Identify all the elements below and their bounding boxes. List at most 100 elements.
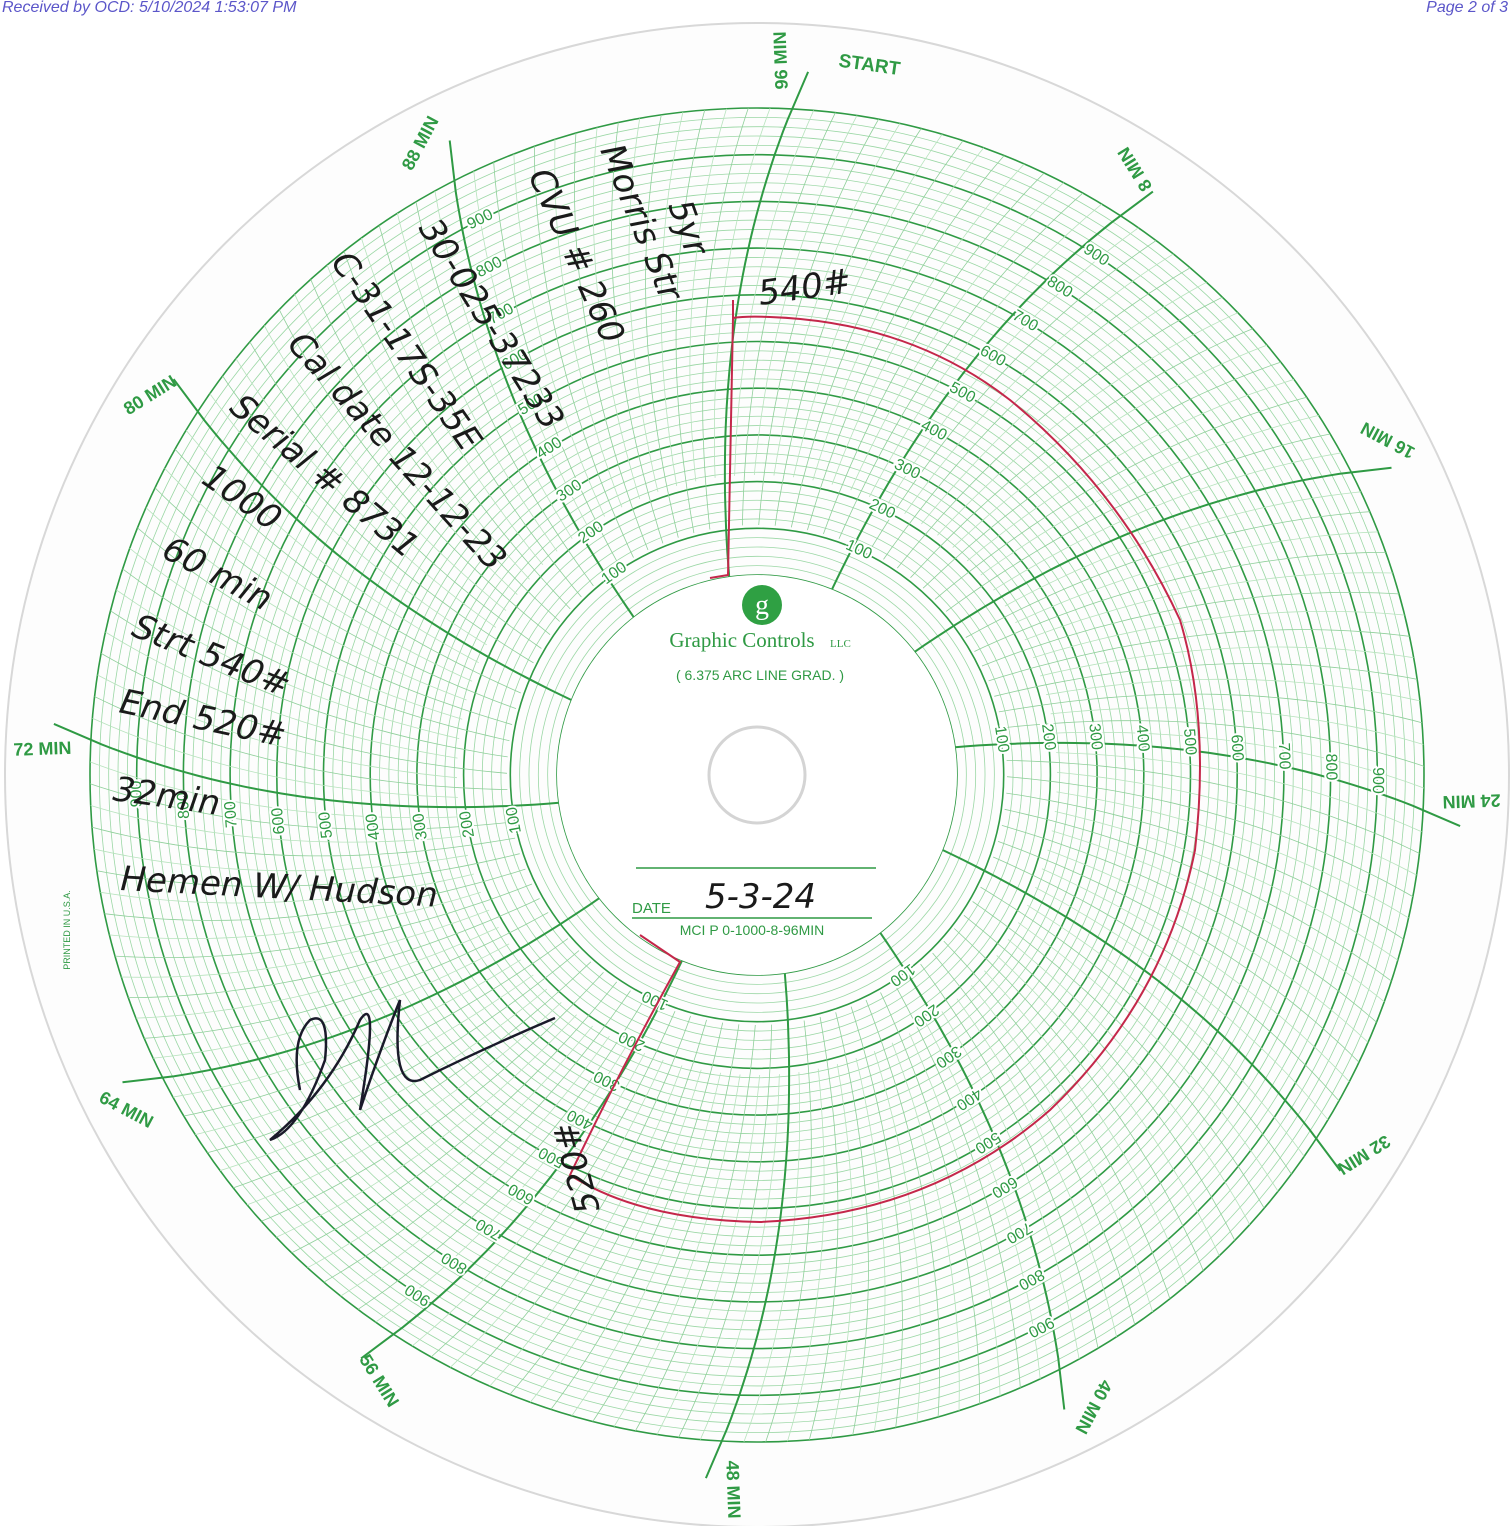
ring-minor	[547, 565, 967, 985]
time-line-minor	[774, 128, 922, 526]
time-line-minor	[886, 227, 1139, 505]
time-line-minor	[1047, 849, 1369, 1043]
time-line-minor	[473, 171, 589, 528]
time-line-minor	[115, 589, 460, 739]
time-line-minor	[868, 203, 1103, 497]
time-line-minor	[1056, 771, 1417, 876]
ring-label: 400	[1133, 724, 1152, 752]
time-line-minor	[921, 281, 1207, 525]
grad-note: ( 6.375 ARC LINE GRAD. )	[676, 667, 844, 683]
time-line-minor	[105, 631, 458, 759]
ring-label: 900	[128, 780, 146, 807]
ring-label: 500	[316, 811, 336, 840]
time-line-major	[360, 959, 684, 1360]
time-line-minor	[660, 112, 684, 486]
time-line-minor	[838, 192, 1084, 539]
time-line-minor	[361, 237, 544, 566]
time-line-minor	[1040, 646, 1414, 677]
time-line-minor	[1015, 531, 1379, 623]
time-line-minor	[128, 898, 540, 998]
ring-minor	[388, 406, 1126, 1144]
time-label: 72 MIN	[13, 738, 72, 760]
time-line-major	[53, 722, 559, 809]
time-line-minor	[954, 928, 1204, 1271]
time-line-minor	[574, 132, 649, 551]
time-line-minor	[984, 970, 1188, 1286]
ring-minor	[295, 313, 1219, 1237]
ring-minor	[211, 229, 1303, 1321]
time-line-minor	[326, 264, 530, 580]
time-line-minor	[793, 133, 943, 478]
time-line-minor	[261, 972, 604, 1222]
time-line-minor	[101, 653, 508, 774]
time-line-minor	[850, 182, 1064, 491]
time-line-minor	[153, 943, 510, 1059]
ring-minor	[154, 172, 1360, 1378]
time-line-minor	[1050, 707, 1424, 745]
time-line-minor	[294, 294, 518, 595]
time-label: 48 MIN	[722, 1460, 744, 1519]
time-line-minor	[812, 147, 985, 481]
time-line-minor	[943, 940, 1171, 1299]
time-line-minor	[932, 952, 1136, 1325]
time-line-minor	[1007, 939, 1251, 1225]
ring-minor	[453, 471, 1061, 1079]
time-line-minor	[529, 1069, 702, 1403]
ring-label: 600	[269, 807, 289, 835]
time-line-minor	[790, 140, 964, 528]
time-line-minor	[411, 1053, 646, 1347]
ring-minor	[407, 425, 1107, 1125]
time-line-minor	[1056, 791, 1409, 919]
time-line-minor	[450, 1059, 664, 1368]
time-line-minor	[174, 448, 521, 694]
time-line-minor	[678, 1024, 772, 1438]
ring-major	[89, 107, 1425, 1443]
ring-minor	[98, 116, 1416, 1434]
time-line-minor	[534, 146, 634, 558]
time-line-minor	[145, 507, 467, 701]
time-line-minor	[994, 663, 1418, 697]
time-line-minor	[592, 1024, 740, 1422]
ring-minor	[239, 257, 1275, 1293]
time-line-minor	[920, 963, 1099, 1349]
time-line-minor	[963, 914, 1236, 1241]
time-line-minor	[909, 1033, 1001, 1397]
time-line-minor	[765, 1020, 812, 1443]
time-line-minor	[1056, 752, 1422, 833]
ring-major	[322, 340, 1192, 1210]
time-line-minor	[378, 225, 582, 598]
time-line-minor	[981, 592, 1400, 667]
time-line-minor	[550, 1022, 724, 1410]
time-line-minor	[972, 901, 1265, 1209]
grid	[53, 71, 1461, 1479]
time-line-minor	[807, 155, 1005, 531]
time-line-minor	[891, 1042, 960, 1411]
time-line-minor	[219, 988, 548, 1171]
time-line-minor	[937, 312, 1238, 536]
ring-minor	[444, 462, 1070, 1088]
header-left: Received by OCD: 5/10/2024 1:53:07 PM	[2, 0, 297, 16]
ring-minor	[257, 275, 1257, 1275]
time-line-minor	[1041, 868, 1350, 1082]
time-line-minor	[966, 379, 1295, 562]
time-line-minor	[249, 341, 542, 649]
time-line-minor	[1006, 776, 1413, 897]
header-right: Page 2 of 3	[1426, 0, 1508, 16]
ring-label: 300	[1085, 723, 1105, 752]
ring-major	[416, 434, 1098, 1116]
time-line-minor	[758, 119, 879, 526]
model: MCI P 0-1000-8-96MIN	[680, 922, 824, 938]
time-line-minor	[952, 344, 1268, 548]
time-line-minor	[988, 629, 1410, 682]
time-line-major	[830, 190, 1154, 591]
time-line-minor	[699, 1074, 780, 1440]
time-line-minor	[850, 1006, 903, 1428]
ring-minor	[332, 350, 1182, 1200]
time-line-minor	[1006, 760, 1420, 854]
time-line-minor	[164, 468, 473, 682]
time-line-minor	[135, 927, 499, 1019]
time-line-minor	[96, 853, 520, 887]
time-line-minor	[835, 1012, 869, 1436]
time-line-minor	[993, 856, 1340, 1102]
